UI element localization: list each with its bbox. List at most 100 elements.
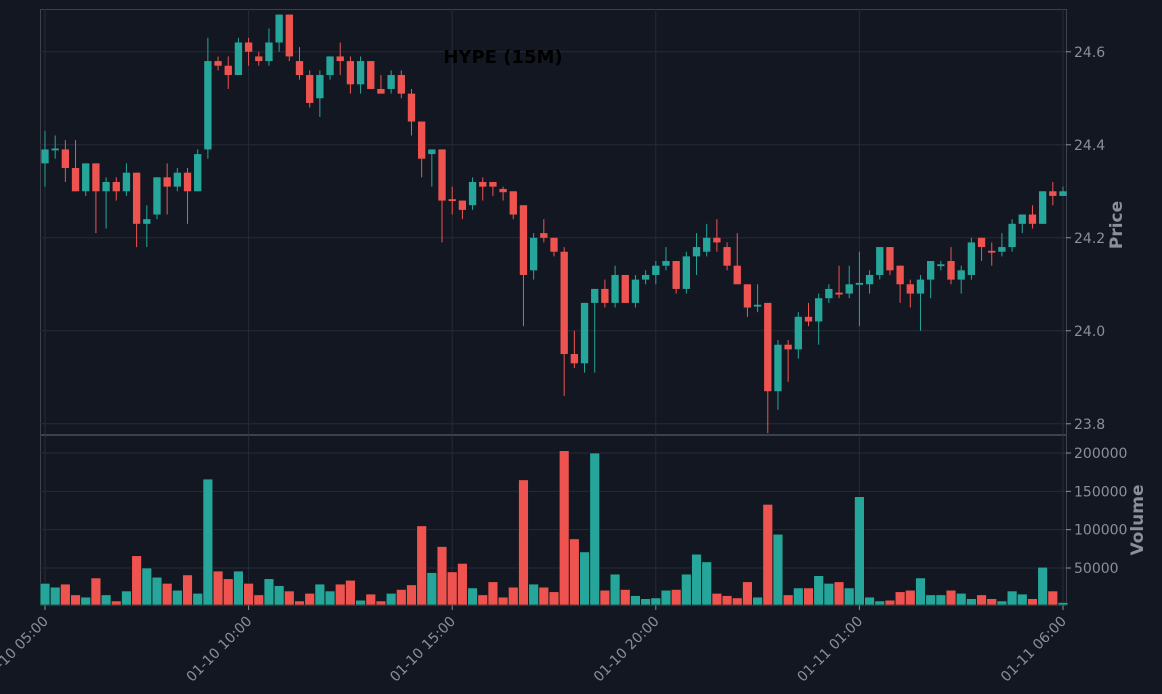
candle-body [1059,191,1067,196]
volume-tick-label: 200000 [1074,446,1127,462]
candle-body [214,61,222,66]
volume-bar [436,546,448,606]
candle-body [804,316,813,322]
y-tick-label: 23.8 [1074,417,1105,433]
candle-body [71,168,80,192]
volume-bar [956,593,967,606]
candle-body [621,274,629,303]
volume-bar [202,478,214,606]
candle-body [591,288,599,303]
candle-body [346,61,355,85]
candle-body [479,181,487,187]
volume-bar [1037,566,1048,606]
candle-body [163,177,171,187]
chart-title: HYPE (15M) [443,47,562,68]
volume-bar [60,583,71,606]
volume-bar [528,583,539,606]
volume-bar [691,553,702,606]
price-panel [40,9,1067,435]
candle-body [845,284,853,294]
candle-body [723,247,731,266]
volume-bar [935,594,947,606]
volume-bar [172,589,183,606]
volume-bar [711,593,723,606]
volume-bar [569,538,580,606]
candle-body [977,237,986,248]
candle-body [631,279,640,303]
candle-body [448,199,456,202]
candle-body [306,75,314,103]
candle-body [774,344,782,392]
volume-bar [284,590,295,606]
volume-bar [121,590,132,606]
volume-bar [396,589,407,606]
volume-bar [579,551,590,606]
volume-bar [1006,590,1018,606]
volume-bar [161,583,173,606]
candle-body [397,75,405,94]
candle-body [641,274,650,280]
candle-body [580,302,589,364]
volume-bar [894,591,906,606]
volume-bar [100,594,112,606]
candle-body [519,205,528,275]
candle-body [733,265,741,285]
candle-body [82,163,90,192]
volume-bar [854,496,865,606]
volume-bar [599,589,611,606]
volume-bar [497,596,509,606]
candle-body [926,261,935,280]
volume-bar [141,567,152,606]
volume-bar [355,599,366,606]
candle-body [906,284,914,294]
volume-bar [49,586,61,606]
volume-bar [304,593,315,606]
volume-bar [39,583,51,606]
y-tick-label: 24.0 [1074,324,1105,340]
candle-body [295,61,304,76]
candle-body [356,61,365,85]
volume-bar [762,504,773,606]
candle-body [367,61,375,89]
candle-body [194,154,202,192]
candle-body [265,42,273,62]
candle-body [417,121,426,159]
volume-bar [884,599,896,606]
y-axis-label: Price [1107,201,1127,249]
candle-body [61,149,70,169]
volume-bar [263,578,275,606]
volume-bar [803,587,814,606]
volume-bar [90,577,102,606]
y-tick-label: 24.4 [1074,138,1105,154]
candle-body [825,288,833,299]
volume-bar [732,597,743,606]
candle-body [662,261,670,266]
volume-bar [416,525,427,606]
candle-body [1049,191,1057,196]
candle-body [234,42,243,76]
volume-bar [823,583,835,606]
volume-bar [966,598,977,606]
candle-body [387,75,395,89]
candle-body [570,354,579,364]
candle-body [743,284,752,308]
candle-body [458,200,467,210]
volume-bar [630,595,641,606]
candle-body [652,265,660,275]
candle-body [957,270,965,280]
candle-body [896,265,904,285]
volume-bar [111,600,122,606]
volume-bar [793,587,804,606]
candle-body [886,247,894,271]
volume-bar [864,596,875,606]
candle-body [835,292,843,295]
volume-bar [874,600,885,606]
candle-body [794,316,802,350]
candle-body [143,219,151,224]
candle-body [947,261,955,280]
candle-body [682,256,691,289]
candle-body [153,177,161,215]
candle-body [815,298,823,322]
